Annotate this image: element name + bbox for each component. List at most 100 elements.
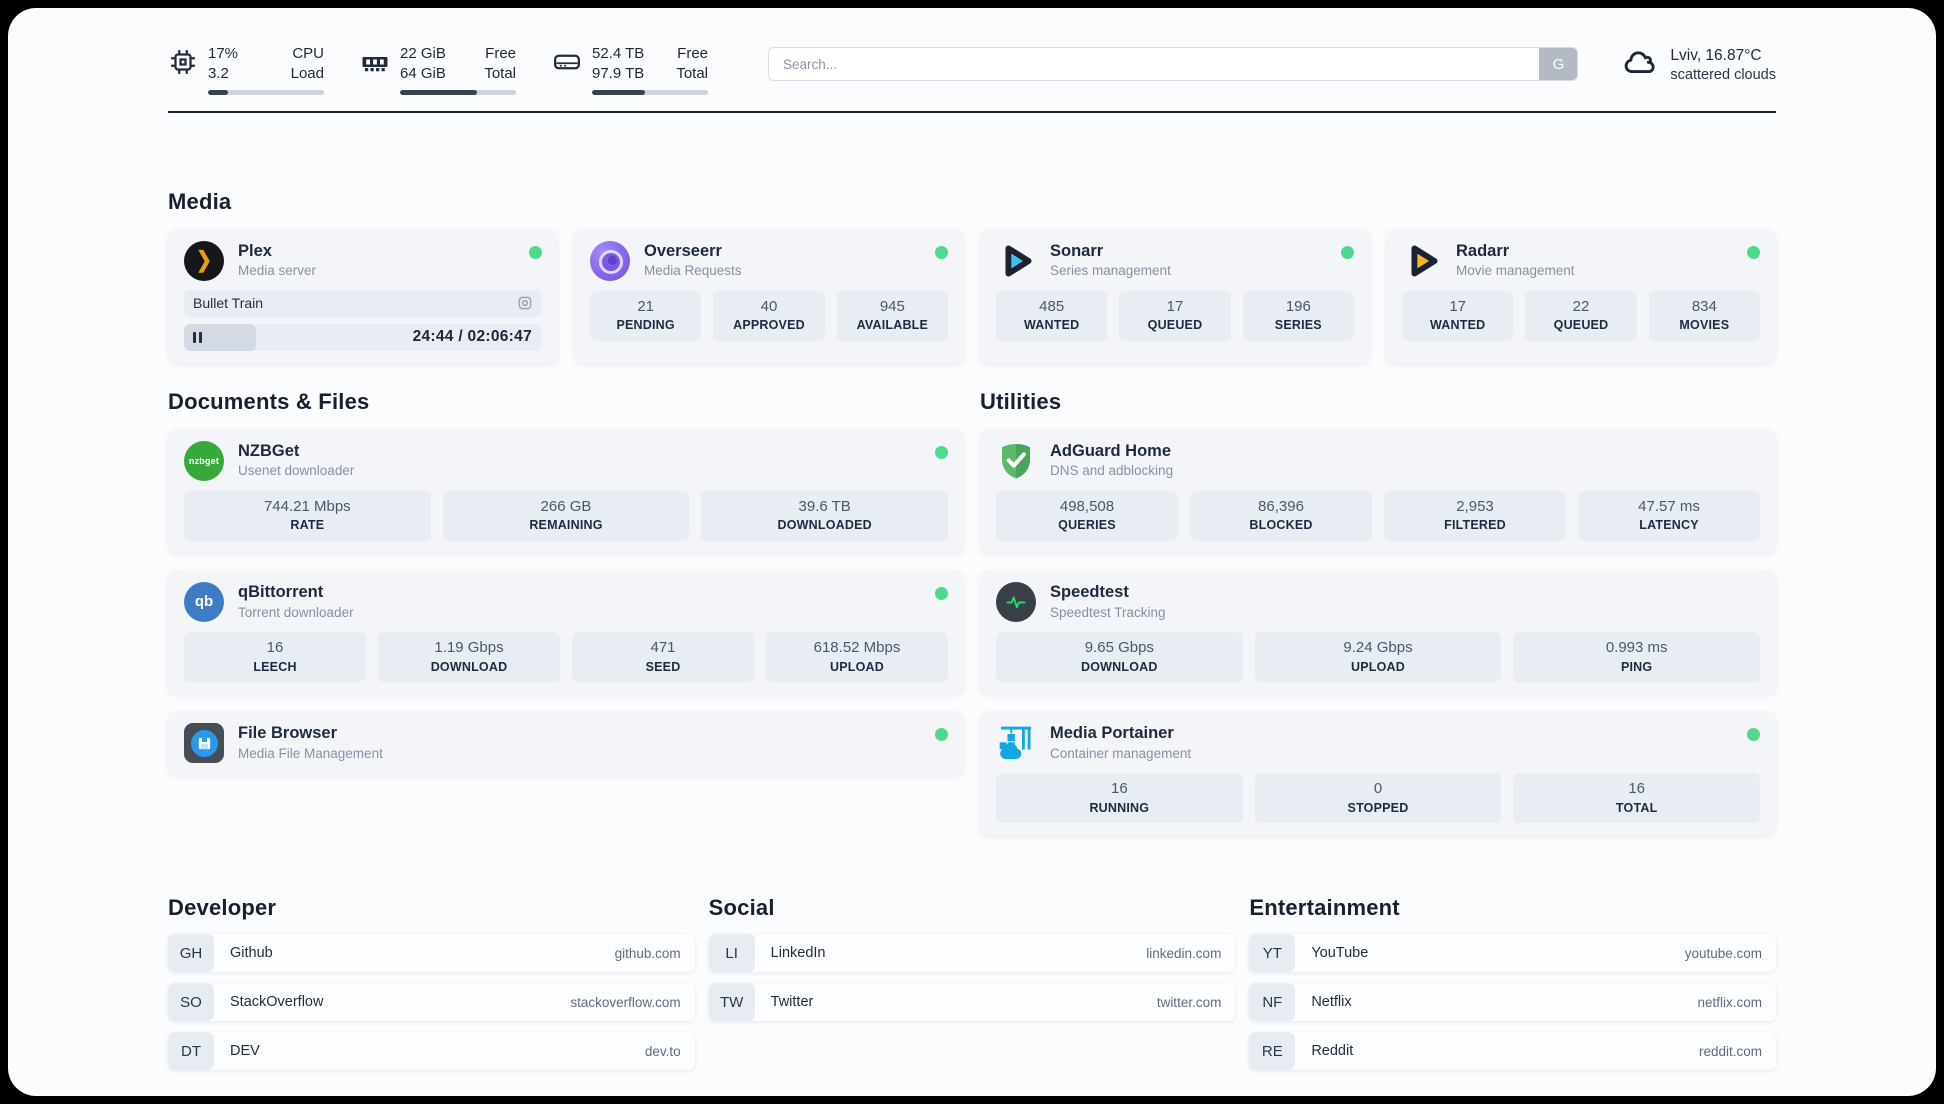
entertainment-bookmarks: Entertainment YT YouTube youtube.com NF … (1249, 895, 1776, 1071)
stat-queued: 22 QUEUED (1525, 290, 1637, 341)
documents-column: Documents & Files nzbget NZBGet Usenet d… (168, 389, 964, 775)
app-subtitle-filebrowser: Media File Management (238, 745, 383, 761)
ram-progress-track (400, 89, 516, 95)
app-name-qbittorrent: qBittorrent (238, 583, 324, 601)
stat-series: 196 SERIES (1242, 290, 1354, 341)
stat-rate: 744.21 Mbps RATE (184, 490, 431, 541)
bookmark-url: github.com (614, 945, 681, 961)
radarr-icon (1402, 241, 1442, 281)
section-title-utilities: Utilities (980, 388, 1062, 414)
playback-progress-fill (184, 323, 256, 351)
app-card-radarr[interactable]: Radarr Movie management 17 WANTED 22 QUEUE… (1386, 228, 1776, 363)
app-name-filebrowser: File Browser (238, 724, 338, 743)
stat-total: 16 TOTAL (1513, 773, 1760, 824)
app-name-portainer: Media Portainer (1050, 724, 1174, 743)
app-name-speedtest: Speedtest (1050, 583, 1129, 601)
bookmark-abbr: GH (168, 934, 214, 973)
stat-stopped: 0 STOPPED (1254, 773, 1502, 824)
bookmark-name: Reddit (1311, 1043, 1354, 1060)
nzbget-icon: nzbget (184, 440, 224, 481)
bookmark-abbr: YT (1249, 934, 1296, 973)
app-card-speedtest[interactable]: Speedtest Speedtest Tracking 9.65 Gbps DO… (980, 569, 1776, 694)
adguard-icon (996, 441, 1036, 481)
app-card-sonarr[interactable]: Sonarr Series management 485 WANTED 17 QUE… (980, 228, 1370, 363)
app-name-nzbget: NZBGet (238, 441, 300, 460)
app-card-plex[interactable]: ❯ Plex Media server Bullet Train (168, 228, 558, 363)
disk-label-1: Free (677, 45, 708, 62)
plex-icon: ❯ (184, 240, 224, 281)
stat-blocked: 86,396 BLOCKED (1190, 490, 1372, 541)
cpu-percent: 17% (208, 45, 239, 62)
stat-wanted: 17 WANTED (1402, 290, 1514, 341)
weather-location-temp: Lviv, 16.87°C (1670, 47, 1762, 64)
bookmark-url: linkedin.com (1146, 945, 1222, 961)
bookmark-url: stackoverflow.com (570, 994, 681, 1010)
stat-upload: 618.52 Mbps UPLOAD (766, 631, 948, 682)
qbittorrent-icon: qb (184, 581, 224, 622)
weather-condition: scattered clouds (1670, 67, 1776, 84)
bookmark-youtube[interactable]: YT YouTube youtube.com (1249, 934, 1776, 973)
bookmark-github[interactable]: GH Github github.com (168, 934, 695, 973)
bookmark-reddit[interactable]: RE Reddit reddit.com (1249, 1032, 1776, 1071)
online-status-dot (935, 245, 948, 259)
media-card-grid: ❯ Plex Media server Bullet Train (168, 228, 1776, 363)
app-subtitle-portainer: Container management (1050, 745, 1192, 761)
app-card-filebrowser[interactable]: File Browser Media File Management (168, 711, 964, 775)
app-subtitle-speedtest: Speedtest Tracking (1050, 604, 1166, 620)
online-status-dot (1747, 245, 1760, 259)
now-playing-title: Bullet Train (193, 295, 264, 311)
disk-free-value: 52.4 TB (592, 45, 645, 62)
app-name-plex: Plex (238, 241, 272, 260)
ram-total-value: 64 GiB (400, 65, 446, 83)
playback-time: 24:44 / 02:06:47 (412, 328, 532, 345)
stat-approved: 40 APPROVED (713, 290, 825, 341)
stat-movies: 834 MOVIES (1648, 290, 1760, 341)
now-playing-bar: Bullet Train (184, 289, 542, 317)
bookmark-netflix[interactable]: NF Netflix netflix.com (1249, 983, 1776, 1022)
bookmark-twitter[interactable]: TW Twitter twitter.com (708, 983, 1236, 1022)
app-subtitle-sonarr: Series management (1050, 263, 1171, 279)
stat-remaining: 266 GB REMAINING (442, 490, 690, 541)
app-name-overseerr: Overseerr (644, 241, 722, 260)
search-input[interactable] (769, 48, 1540, 80)
app-card-portainer[interactable]: Media Portainer Container management 16 R… (980, 711, 1776, 836)
bookmark-stackoverflow[interactable]: SO StackOverflow stackoverflow.com (168, 983, 695, 1022)
online-status-dot (935, 586, 948, 600)
pause-icon[interactable] (193, 331, 202, 343)
bookmark-abbr: SO (168, 983, 214, 1022)
bookmark-linkedin[interactable]: LI LinkedIn linkedin.com (708, 934, 1236, 973)
app-subtitle-radarr: Movie management (1456, 263, 1575, 279)
system-stats: 17% CPU 3.2 Load (168, 44, 708, 95)
bookmark-abbr: DT (168, 1032, 214, 1071)
app-subtitle-overseerr: Media Requests (644, 263, 742, 279)
bookmark-url: youtube.com (1684, 945, 1762, 961)
bookmark-dev[interactable]: DT DEV dev.to (168, 1032, 695, 1071)
online-status-dot (1747, 728, 1760, 741)
ram-free-value: 22 GiB (400, 45, 446, 62)
app-card-adguard[interactable]: AdGuard Home DNS and adblocking 498,508 Q… (980, 428, 1776, 553)
cpu-label-1: CPU (292, 45, 324, 62)
filebrowser-icon (184, 723, 224, 763)
bookmark-url: dev.to (644, 1043, 681, 1059)
app-card-overseerr[interactable]: Overseerr Media Requests 21 PENDING 40 APP… (574, 228, 964, 363)
cpu-progress-track (208, 89, 324, 95)
bookmark-abbr: RE (1249, 1032, 1296, 1071)
sonarr-icon (996, 241, 1036, 281)
app-subtitle-plex: Media server (238, 263, 317, 279)
bookmark-name: DEV (230, 1043, 260, 1060)
bookmark-abbr: TW (708, 983, 755, 1022)
stat-downloaded: 39.6 TB DOWNLOADED (701, 490, 948, 541)
top-bar: 17% CPU 3.2 Load (168, 8, 1776, 95)
dashboard-canvas: 17% CPU 3.2 Load (8, 8, 1936, 1096)
cpu-stat: 17% CPU 3.2 Load (168, 44, 324, 95)
disk-icon (552, 47, 582, 77)
stat-leech: 16 LEECH (184, 631, 366, 682)
ram-icon (360, 47, 390, 77)
search-engine-button[interactable]: G (1539, 48, 1578, 80)
app-card-qbittorrent[interactable]: qb qBittorrent Torrent downloader 16 LEEC… (168, 569, 964, 694)
bookmark-name: Netflix (1311, 994, 1352, 1011)
cpu-load-value: 3.2 (208, 65, 229, 83)
app-card-nzbget[interactable]: nzbget NZBGet Usenet downloader 744.21 M… (168, 428, 964, 553)
app-name-sonarr: Sonarr (1050, 241, 1104, 260)
section-title-entertainment: Entertainment (1249, 895, 1400, 921)
